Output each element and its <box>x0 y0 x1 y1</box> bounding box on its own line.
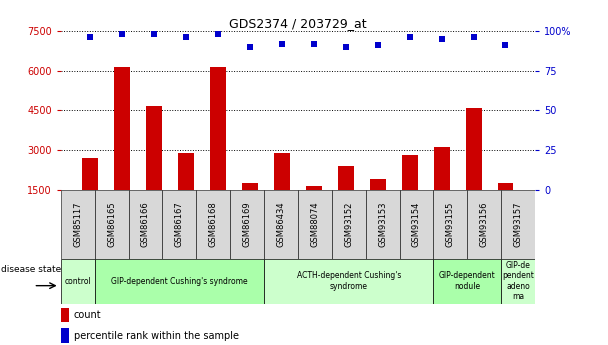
Point <box>373 42 382 48</box>
Point <box>150 31 159 37</box>
Bar <box>61 328 69 343</box>
Text: GSM93154: GSM93154 <box>412 201 421 247</box>
Title: GDS2374 / 203729_at: GDS2374 / 203729_at <box>229 17 367 30</box>
Point <box>309 41 319 47</box>
Point <box>181 34 191 40</box>
Text: GIP-de
pendent
adeno
ma: GIP-de pendent adeno ma <box>502 261 534 301</box>
Text: ACTH-dependent Cushing's
syndrome: ACTH-dependent Cushing's syndrome <box>297 272 401 291</box>
Text: count: count <box>74 310 101 320</box>
Point <box>500 42 510 48</box>
Bar <box>264 259 434 304</box>
Text: GSM88074: GSM88074 <box>310 201 319 247</box>
Text: GSM93153: GSM93153 <box>378 201 387 247</box>
Bar <box>274 153 290 190</box>
Bar <box>497 183 514 190</box>
Bar <box>434 190 468 259</box>
Bar <box>501 190 535 259</box>
Bar <box>61 259 95 304</box>
Text: GSM85117: GSM85117 <box>73 201 82 247</box>
Point <box>341 44 351 50</box>
Bar <box>338 166 354 190</box>
Text: GSM86167: GSM86167 <box>175 201 184 247</box>
Bar <box>468 190 501 259</box>
Bar <box>399 190 434 259</box>
Text: GSM86168: GSM86168 <box>209 201 218 247</box>
Bar <box>178 153 194 190</box>
Text: GSM86169: GSM86169 <box>243 201 252 247</box>
Bar <box>242 183 258 190</box>
Bar <box>210 67 226 190</box>
Bar <box>501 259 535 304</box>
Point <box>213 31 223 37</box>
Bar <box>230 190 264 259</box>
Bar <box>434 147 449 190</box>
Bar <box>128 190 162 259</box>
Text: GSM86434: GSM86434 <box>277 201 286 247</box>
Bar <box>114 67 130 190</box>
Bar <box>298 190 332 259</box>
Text: control: control <box>64 277 91 286</box>
Bar <box>61 308 69 322</box>
Text: GSM86166: GSM86166 <box>141 201 150 247</box>
Point <box>86 34 95 40</box>
Point <box>245 44 255 50</box>
Bar <box>365 190 399 259</box>
Bar <box>264 190 298 259</box>
Bar <box>196 190 230 259</box>
Bar <box>466 108 482 190</box>
Point <box>277 41 287 47</box>
Text: GSM93156: GSM93156 <box>480 201 489 247</box>
Bar <box>147 106 162 190</box>
Bar <box>61 190 95 259</box>
Text: GSM93152: GSM93152 <box>344 201 353 247</box>
Point <box>405 34 415 40</box>
Bar <box>95 190 128 259</box>
Bar <box>82 158 98 190</box>
Bar <box>370 179 385 190</box>
Text: percentile rank within the sample: percentile rank within the sample <box>74 331 238 341</box>
Text: disease state: disease state <box>1 265 61 275</box>
Bar <box>95 259 264 304</box>
Text: GSM93155: GSM93155 <box>446 201 455 247</box>
Bar <box>306 186 322 190</box>
Text: GSM86165: GSM86165 <box>107 201 116 247</box>
Text: GSM93157: GSM93157 <box>514 201 523 247</box>
Bar <box>332 190 365 259</box>
Bar <box>434 259 501 304</box>
Point <box>437 36 446 42</box>
Text: GIP-dependent
nodule: GIP-dependent nodule <box>439 272 496 291</box>
Bar <box>402 155 418 190</box>
Point <box>469 34 478 40</box>
Point <box>117 31 127 37</box>
Text: GIP-dependent Cushing's syndrome: GIP-dependent Cushing's syndrome <box>111 277 247 286</box>
Bar <box>162 190 196 259</box>
